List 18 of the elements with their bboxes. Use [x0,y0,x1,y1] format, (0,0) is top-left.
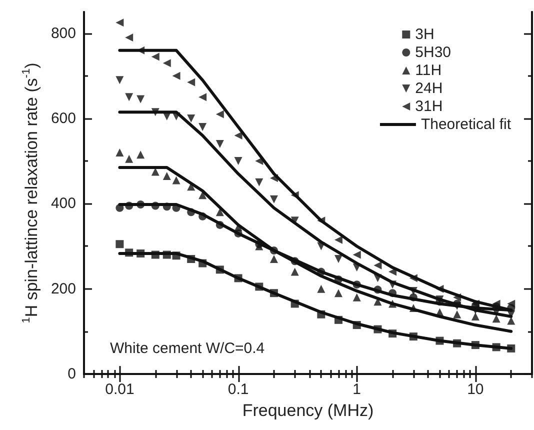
legend-label: 31H [415,98,443,115]
x-tick-label: 1 [352,381,362,398]
x-tick-label: 10 [467,381,484,398]
legend-label: 5H30 [415,44,451,61]
y-tick-label: 0 [68,366,76,382]
y-tick-label: 200 [50,280,76,298]
y-tick-label: 400 [50,195,76,212]
legend-label: 24H [415,80,443,97]
y-tick-label: 800 [50,24,76,42]
x-tick-label: 0.1 [228,381,249,398]
x-axis-title: Frequency (MHz) [242,400,374,420]
y-tick-label: 600 [50,110,76,127]
y-axis-title: 1H spin-lattince relaxation rate (s-1) [20,62,42,324]
legend-label: Theoretical fit [420,116,512,133]
annotation: White cement W/C=0.4 [110,340,265,357]
legend-label: 3H [415,26,434,43]
x-tick-label: 0.01 [105,381,134,398]
legend-label: 11H [415,62,442,79]
